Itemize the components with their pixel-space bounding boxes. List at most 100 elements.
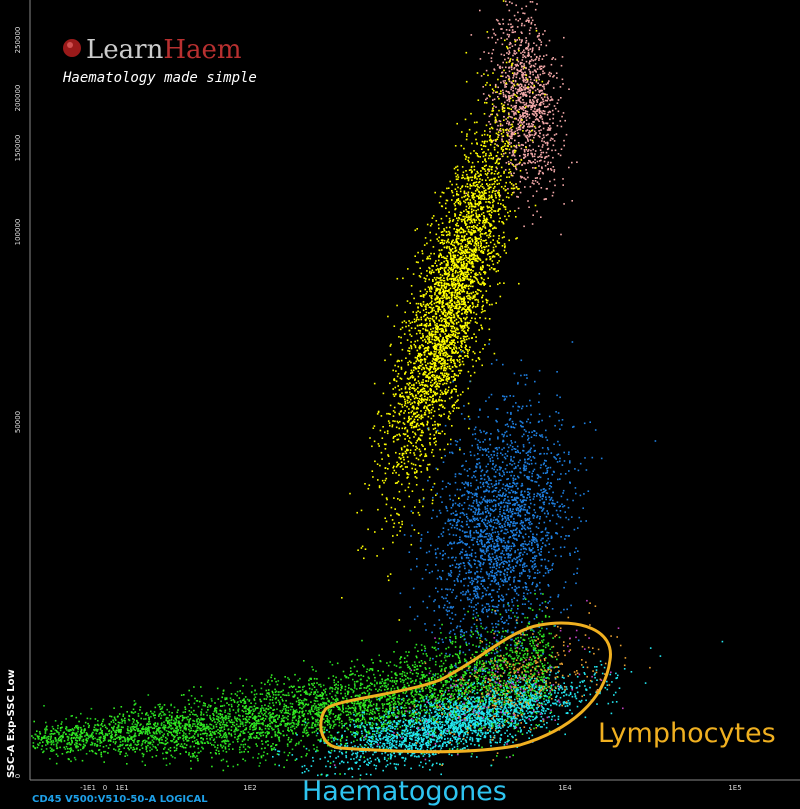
event-dot	[163, 704, 166, 706]
event-dot	[265, 711, 267, 713]
event-dot	[534, 127, 537, 129]
event-cloud	[31, 0, 724, 780]
event-dot	[541, 627, 543, 630]
event-dot	[198, 721, 200, 723]
event-dot	[174, 741, 177, 743]
event-dot	[278, 716, 280, 718]
event-dot	[477, 678, 480, 681]
event-dot	[107, 747, 110, 749]
event-dot	[226, 702, 228, 704]
event-dot	[491, 697, 494, 699]
event-dot	[458, 657, 461, 660]
event-dot	[146, 712, 148, 714]
event-dot	[181, 735, 184, 737]
event-dot	[354, 707, 357, 710]
event-dot	[330, 740, 333, 743]
event-dot	[269, 720, 271, 722]
event-dot	[264, 724, 267, 727]
event-dot	[398, 713, 400, 715]
event-dot	[293, 685, 295, 688]
event-dot	[270, 745, 272, 748]
event-dot	[388, 702, 391, 705]
event-dot	[265, 698, 268, 700]
event-dot	[407, 684, 410, 687]
event-dot	[387, 716, 389, 719]
event-dot	[321, 703, 323, 706]
event-dot	[289, 708, 292, 711]
event-dot	[75, 741, 77, 744]
event-dot	[148, 726, 150, 729]
event-dot	[478, 734, 481, 737]
event-dot	[442, 673, 444, 676]
event-dot	[450, 665, 453, 667]
event-dot	[244, 721, 247, 724]
event-dot	[277, 725, 279, 727]
event-dot	[72, 750, 74, 752]
event-dot	[421, 676, 424, 679]
event-dot	[390, 701, 393, 703]
event-dot	[549, 668, 551, 670]
event-dot	[212, 725, 215, 727]
event-dot	[305, 729, 308, 732]
event-dot	[214, 709, 216, 712]
event-dot	[530, 149, 532, 152]
event-dot	[280, 696, 282, 698]
event-dot	[164, 724, 167, 727]
event-dot	[491, 722, 494, 725]
event-dot	[49, 758, 51, 760]
event-dot	[151, 736, 153, 738]
event-dot	[61, 735, 64, 738]
event-dot	[189, 725, 191, 728]
event-dot	[481, 746, 483, 749]
event-dot	[273, 720, 276, 723]
event-dot	[227, 765, 229, 767]
event-dot	[83, 746, 85, 749]
event-dot	[175, 720, 178, 722]
event-dot	[133, 728, 135, 731]
event-dot	[410, 691, 413, 694]
event-dot	[260, 709, 262, 712]
event-dot	[277, 718, 279, 720]
event-dot	[434, 731, 437, 734]
event-dot	[337, 706, 340, 708]
event-dot	[293, 694, 296, 696]
event-dot	[303, 731, 306, 733]
event-dot	[165, 742, 167, 745]
event-dot	[502, 684, 504, 687]
event-dot	[284, 676, 286, 678]
event-dot	[56, 731, 58, 733]
event-dot	[132, 746, 135, 749]
event-dot	[322, 684, 325, 687]
event-dot	[464, 671, 467, 674]
event-dot	[68, 733, 71, 736]
event-dot	[316, 712, 318, 714]
event-dot	[170, 754, 173, 757]
event-dot	[492, 99, 494, 101]
event-dot	[534, 89, 537, 92]
event-dot	[323, 721, 326, 724]
event-dot	[42, 741, 44, 743]
event-dot	[510, 172, 512, 175]
event-dot	[285, 717, 288, 719]
event-dot	[200, 740, 202, 743]
event-dot	[438, 637, 441, 640]
event-dot	[452, 690, 454, 692]
event-dot	[223, 736, 226, 738]
event-dot	[496, 755, 498, 757]
event-dot	[346, 710, 349, 713]
event-dot	[76, 727, 79, 730]
event-dot	[362, 716, 364, 719]
event-dot	[349, 711, 352, 714]
event-dot	[75, 739, 77, 741]
event-dot	[408, 666, 410, 668]
event-dot	[301, 712, 304, 714]
event-dot	[458, 689, 461, 691]
event-dot	[419, 693, 421, 696]
event-dot	[296, 697, 299, 699]
event-dot	[329, 687, 331, 690]
event-dot	[331, 736, 333, 739]
event-dot	[297, 679, 299, 682]
event-dot	[223, 741, 226, 743]
event-dot	[412, 723, 414, 726]
event-dot	[301, 711, 303, 713]
